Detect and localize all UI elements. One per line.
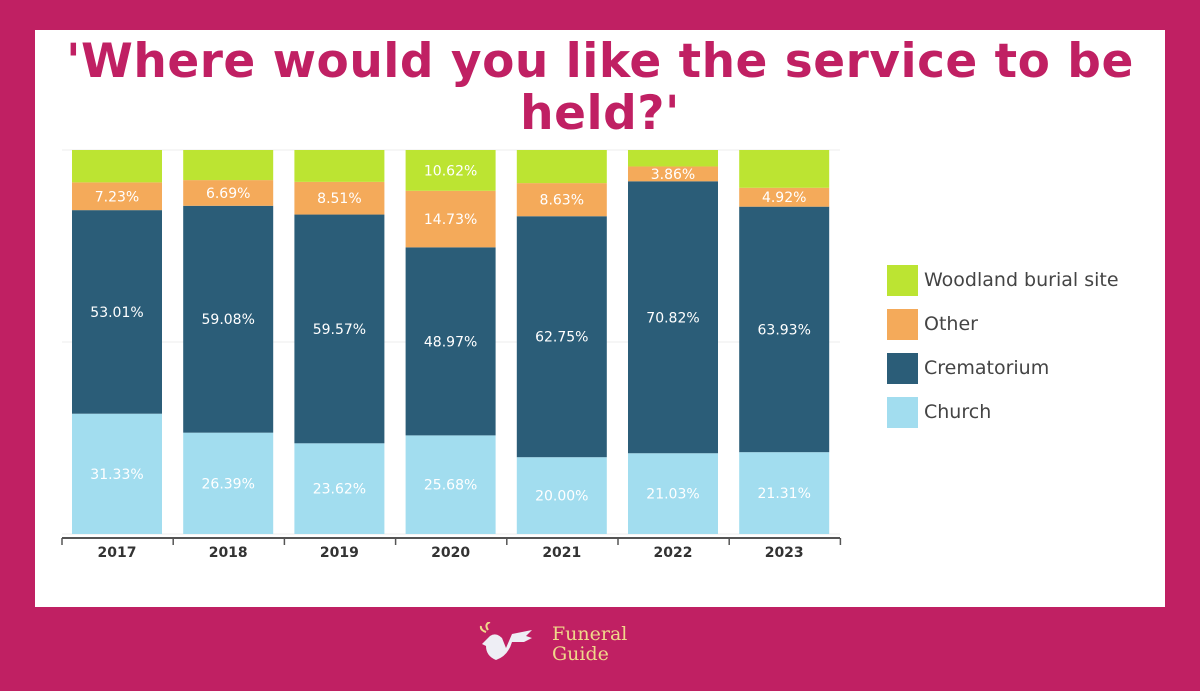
data-label: 26.39% [202,476,255,492]
bar-segment-other [405,190,496,248]
data-label: 59.57% [313,322,366,338]
data-label: 3.86% [651,167,695,183]
legend-item: Church [887,390,1119,434]
bar-segment-woodland-burial-site [294,150,385,182]
data-label: 21.03% [646,487,699,503]
x-tick-label: 2021 [542,545,581,561]
data-label: 63.93% [758,322,811,338]
x-tick-label: 2020 [431,545,470,561]
legend-item: Woodland burial site [887,258,1119,302]
bar-segment-other [739,187,830,207]
brand-name-line1: Funeral [552,623,628,645]
legend: Woodland burial site Other Crematorium Chur… [887,258,1119,434]
legend-label: Woodland burial site [924,269,1119,291]
bar-segment-other [294,181,385,215]
bar-segment-woodland-burial-site [739,150,830,188]
bar-segment-other [183,180,274,206]
bar-segment-other [72,182,162,211]
x-tick-label: 2019 [320,545,359,561]
data-label: 10.62% [424,163,477,179]
bar-segment-church [183,432,274,534]
data-label: 48.97% [424,334,477,350]
x-tick-label: 2022 [654,545,693,561]
data-label: 70.82% [646,310,699,326]
legend-swatch [887,308,918,340]
legend-item: Other [887,302,1119,346]
bar-segment-church [516,457,607,534]
legend-swatch [887,264,918,296]
bar-segment-woodland-burial-site [183,150,274,181]
legend-item: Crematorium [887,346,1119,390]
bar-segment-crematorium [183,205,274,433]
bar-segment-crematorium [628,181,718,454]
data-label: 59.08% [202,312,255,328]
bar-segment-woodland-burial-site [72,150,162,183]
chart-title: 'Where would you like the service to be … [66,34,1134,141]
bar-segment-crematorium [72,210,162,414]
bar-segment-woodland-burial-site [516,150,607,184]
data-label: 20.00% [535,489,588,505]
legend-swatch [887,352,918,384]
bar-segment-church [739,452,830,534]
data-label: 8.63% [540,193,584,209]
bar-segment-other [628,166,718,182]
x-tick-label: 2023 [765,545,804,561]
bar-segment-woodland-burial-site [405,150,496,191]
data-label: 14.73% [424,212,477,228]
brand-name-line2: Guide [552,643,609,665]
data-label: 53.01% [90,305,143,321]
legend-swatch [887,396,918,428]
legend-label: Other [924,313,978,335]
dove-icon [479,622,532,660]
data-label: 62.75% [535,330,588,346]
bar-segment-crematorium [294,214,385,444]
data-label: 31.33% [90,467,143,483]
bar-segment-crematorium [405,247,496,436]
data-label: 25.68% [424,478,477,494]
bar-segment-church [628,453,718,534]
funeral-guide-logo: Funeral Guide [478,622,627,666]
bar-segment-church [405,435,496,534]
data-label: 4.92% [762,190,806,206]
bar-segment-woodland-burial-site [628,150,718,167]
x-tick-label: 2017 [98,545,137,561]
data-label: 21.31% [758,486,811,502]
legend-label: Church [924,401,992,423]
data-label: 7.23% [95,189,139,205]
bar-segment-crematorium [739,206,830,453]
bar-segment-other [516,183,607,217]
data-label: 8.51% [317,191,361,207]
data-label: 6.69% [206,186,250,202]
bar-segment-church [294,443,385,534]
bar-segment-church [72,413,162,534]
data-label: 23.62% [313,482,366,498]
bar-segment-crematorium [516,216,607,458]
x-tick-label: 2018 [209,545,248,561]
legend-label: Crematorium [924,357,1050,379]
